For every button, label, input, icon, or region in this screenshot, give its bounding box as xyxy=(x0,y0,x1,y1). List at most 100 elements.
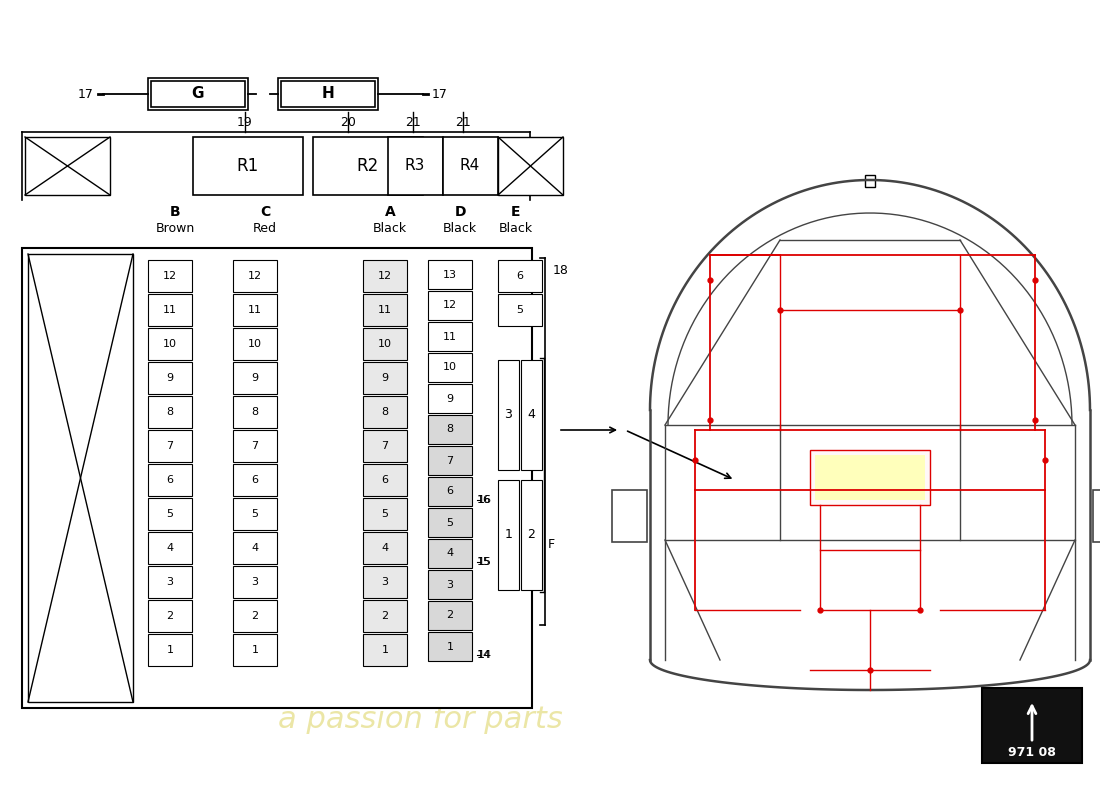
Text: 21: 21 xyxy=(455,117,471,130)
Text: Black: Black xyxy=(499,222,534,234)
Bar xyxy=(498,480,519,590)
Bar xyxy=(521,480,542,590)
Bar xyxy=(148,396,192,428)
Bar xyxy=(363,634,407,666)
Text: 4: 4 xyxy=(166,543,174,553)
Bar xyxy=(148,328,192,360)
Text: 2: 2 xyxy=(382,611,388,621)
Text: 10: 10 xyxy=(443,362,456,373)
Text: a passion for parts: a passion for parts xyxy=(277,706,562,734)
Text: 16: 16 xyxy=(477,495,491,505)
Text: 3: 3 xyxy=(505,409,513,422)
Text: 5: 5 xyxy=(252,509,258,519)
Bar xyxy=(428,353,472,382)
Bar xyxy=(233,396,277,428)
Text: 2: 2 xyxy=(252,611,258,621)
Bar xyxy=(810,450,930,505)
Text: 5: 5 xyxy=(447,518,453,527)
Text: 9: 9 xyxy=(382,373,388,383)
Bar xyxy=(148,260,192,292)
Bar xyxy=(363,498,407,530)
Text: Brown: Brown xyxy=(155,222,195,234)
Text: 1: 1 xyxy=(252,645,258,655)
Text: 16: 16 xyxy=(478,495,492,505)
Text: G: G xyxy=(191,86,205,102)
Bar xyxy=(982,688,1082,763)
Text: 6: 6 xyxy=(252,475,258,485)
Text: 4: 4 xyxy=(447,549,453,558)
Text: 12: 12 xyxy=(378,271,392,281)
Text: 12: 12 xyxy=(163,271,177,281)
Bar xyxy=(278,78,378,110)
Text: 14: 14 xyxy=(477,650,491,660)
Text: 1: 1 xyxy=(447,642,453,651)
Text: 11: 11 xyxy=(248,305,262,315)
Text: 11: 11 xyxy=(163,305,177,315)
Text: 8: 8 xyxy=(382,407,388,417)
Bar xyxy=(148,362,192,394)
Text: 4: 4 xyxy=(252,543,258,553)
Text: Black: Black xyxy=(373,222,407,234)
Text: 3: 3 xyxy=(382,577,388,587)
Bar xyxy=(233,600,277,632)
Bar xyxy=(428,446,472,475)
Bar xyxy=(612,490,647,542)
Bar xyxy=(151,81,245,107)
Text: 21: 21 xyxy=(405,117,421,130)
Bar xyxy=(428,291,472,320)
Text: 17: 17 xyxy=(432,87,448,101)
Bar xyxy=(521,360,542,470)
Text: 9: 9 xyxy=(166,373,174,383)
Text: Black: Black xyxy=(443,222,477,234)
Text: 4: 4 xyxy=(528,409,536,422)
Bar xyxy=(363,532,407,564)
Text: 11: 11 xyxy=(443,331,456,342)
Bar xyxy=(428,415,472,444)
Text: 4: 4 xyxy=(382,543,388,553)
Text: 1: 1 xyxy=(166,645,174,655)
Text: 3: 3 xyxy=(166,577,174,587)
Text: 9: 9 xyxy=(252,373,258,383)
Bar xyxy=(25,137,110,195)
Text: 2: 2 xyxy=(528,529,536,542)
Bar xyxy=(148,634,192,666)
Text: 5: 5 xyxy=(517,305,524,315)
Text: 6: 6 xyxy=(517,271,524,281)
Bar xyxy=(498,260,542,292)
Text: 8: 8 xyxy=(447,425,453,434)
Bar xyxy=(148,566,192,598)
Text: 12: 12 xyxy=(248,271,262,281)
Bar xyxy=(363,600,407,632)
Text: 7: 7 xyxy=(166,441,174,451)
Bar xyxy=(428,632,472,661)
Text: 5: 5 xyxy=(382,509,388,519)
Text: C: C xyxy=(260,205,271,219)
Text: 3: 3 xyxy=(447,579,453,590)
Bar xyxy=(363,294,407,326)
Bar xyxy=(28,254,133,702)
Text: 8: 8 xyxy=(166,407,174,417)
Bar xyxy=(363,362,407,394)
Text: R4: R4 xyxy=(460,158,480,174)
Bar xyxy=(428,601,472,630)
Bar xyxy=(363,430,407,462)
Bar xyxy=(148,498,192,530)
Text: R3: R3 xyxy=(405,158,426,174)
Text: 10: 10 xyxy=(378,339,392,349)
Text: 1: 1 xyxy=(382,645,388,655)
Text: 10: 10 xyxy=(248,339,262,349)
Bar xyxy=(314,137,424,195)
Text: 15: 15 xyxy=(477,557,491,567)
Text: 971 08: 971 08 xyxy=(1008,746,1056,759)
Text: 2: 2 xyxy=(447,610,453,621)
Text: Red: Red xyxy=(253,222,277,234)
Bar xyxy=(233,328,277,360)
Bar xyxy=(148,464,192,496)
Bar xyxy=(280,81,375,107)
Text: 6: 6 xyxy=(447,486,453,497)
Text: 1: 1 xyxy=(505,529,513,542)
Text: F: F xyxy=(548,538,556,551)
Text: 15: 15 xyxy=(478,557,492,567)
Bar xyxy=(428,322,472,351)
Bar xyxy=(233,260,277,292)
